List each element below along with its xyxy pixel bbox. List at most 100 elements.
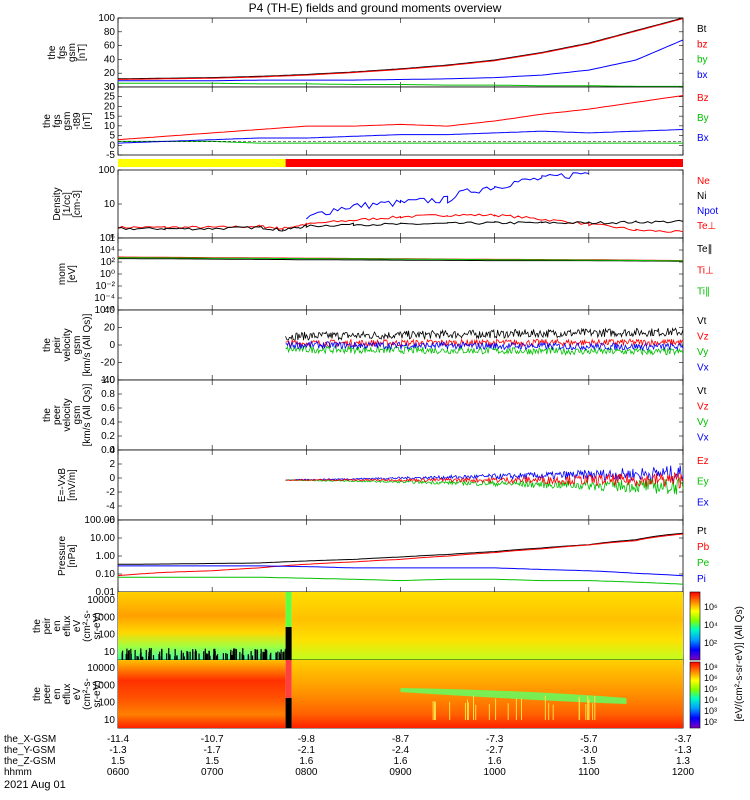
y-tick-label: 10 [104, 199, 116, 210]
y-tick-label: 10000 [87, 663, 115, 674]
orbit-value: 1200 [672, 767, 695, 778]
y-tick-label: 0.4 [101, 417, 115, 428]
spectrogram-gap [130, 648, 132, 660]
y-tick-label: 0 [109, 473, 115, 484]
y-axis-label: peer [52, 404, 63, 425]
y-axis-label: [eV] [67, 265, 78, 283]
spectrogram-gap [189, 651, 191, 660]
y-axis-label: peir [52, 336, 63, 353]
y-tick-label: 100 [98, 165, 115, 176]
y-tick-label: 0.01 [96, 587, 116, 598]
orbit-value: -1.7 [204, 745, 222, 756]
orbit-value: -3.7 [674, 734, 692, 745]
spectrogram-gap [180, 650, 183, 660]
legend-By: By [697, 113, 709, 124]
orbit-value: 0900 [389, 767, 412, 778]
y-axis-label: gsm [72, 406, 83, 425]
y-axis-label: (cm²-s- [82, 610, 93, 642]
spectrogram-gap [150, 649, 152, 660]
y-tick-label: 10⁻² [95, 281, 115, 292]
spectrogram-gap [254, 649, 256, 660]
colorbar-tick: 10⁴ [704, 620, 718, 630]
series-Ey [285, 477, 684, 495]
series-Pi [118, 565, 684, 577]
y-tick-label: 1.00 [96, 551, 116, 562]
orbit-value: -1.3 [674, 745, 692, 756]
y-tick-label: 1000 [93, 680, 116, 691]
panel-peer_velocity: 1.0 0.8 0.6 0.4 0.2 0.0 the peer velocity gsm [km/… [42, 375, 709, 456]
spectrogram-gap [242, 655, 245, 660]
y-axis-label: Pressure [57, 536, 68, 576]
legend-Te⊥: Te⊥ [697, 221, 716, 232]
orbit-value: 1.5 [582, 756, 596, 767]
orbit-value: -8.7 [392, 734, 410, 745]
spectrogram-gap [137, 656, 139, 660]
y-axis-label: en [52, 688, 63, 699]
spectrogram-gap [277, 651, 279, 660]
series-Vx [285, 340, 684, 352]
spectrogram-gap [152, 655, 155, 660]
y-tick-label: 0 [109, 340, 115, 351]
y-axis-label: the [32, 687, 43, 701]
orbit-value: 1.5 [111, 756, 125, 767]
mode-bar-fast [285, 159, 683, 167]
spectrogram-gap [207, 653, 209, 660]
series-by [118, 82, 683, 87]
legend-Pb: Pb [697, 542, 710, 553]
panel-pressure: 100.00 10.00 1.00 0.10 0.01 Pressure [nPa] Pt Pb… [57, 515, 710, 598]
y-axis-label: eflux [62, 615, 73, 636]
panel-peir_spec: 10000 1000 100 10 the peir en eflux eV (cm²-s-sr-… [32, 591, 684, 661]
spectrogram-gap [239, 652, 241, 660]
y-tick-label: 0.0 [101, 445, 115, 456]
orbit-value: 1.3 [676, 756, 690, 767]
orbit-value: 0600 [107, 767, 130, 778]
spectrogram-gap [183, 656, 185, 660]
y-axis-label: [km/s (All Qs)] [82, 383, 93, 446]
colorbar-tick: 10³ [704, 706, 717, 716]
spectrogram-gap [127, 653, 129, 660]
orbit-value: 1.6 [394, 756, 408, 767]
series-Vz [285, 338, 683, 348]
spectrogram-gap [234, 648, 236, 660]
y-tick-label: -40 [101, 375, 116, 386]
legend-bz: bz [697, 39, 708, 50]
series-bz [117, 18, 684, 80]
y-tick-label: 10 [104, 715, 116, 726]
spectrogram-gap [255, 649, 257, 660]
spectrogram-gap [262, 651, 265, 660]
y-axis-label: eV [72, 620, 83, 633]
spectrogram-gap [256, 649, 259, 660]
spectrogram-gap [187, 652, 189, 660]
orbit-value: -5.7 [580, 734, 598, 745]
spectrogram-block [285, 592, 292, 660]
y-tick-label: -5 [106, 150, 115, 161]
spectrogram-gap [128, 650, 130, 660]
date-label: 2021 Aug 01 [4, 779, 66, 791]
orbit-row-label: the_Z-GSM [4, 756, 56, 767]
spectrogram-gap [230, 649, 232, 660]
plot-area [117, 449, 684, 521]
y-tick-label: -4 [106, 501, 115, 512]
y-tick-label: 60 [104, 41, 116, 52]
orbit-value: -2.1 [298, 745, 316, 756]
spectrogram-gap [139, 653, 142, 660]
plot-area [117, 17, 684, 88]
spectrogram-gap [216, 654, 219, 660]
spectrogram-feature [400, 688, 627, 704]
orbit-value: 1.6 [299, 756, 313, 767]
y-axis-label: eV [72, 688, 83, 701]
y-tick-label: 15 [104, 111, 116, 122]
spectrogram-gap [125, 654, 127, 660]
spectrogram-gap [148, 656, 150, 660]
spectrogram-gap [169, 655, 171, 660]
spectrogram-gap [134, 649, 136, 660]
legend-Vt: Vt [697, 316, 707, 327]
y-tick-label: -2 [106, 487, 115, 498]
spectrogram-gap [208, 650, 210, 660]
y-axis-label: E=-VxB [57, 468, 68, 503]
legend-by: by [697, 55, 708, 66]
spectrogram-gap [126, 653, 128, 660]
y-tick-label: 10 [104, 121, 116, 132]
series-bx [118, 39, 684, 82]
